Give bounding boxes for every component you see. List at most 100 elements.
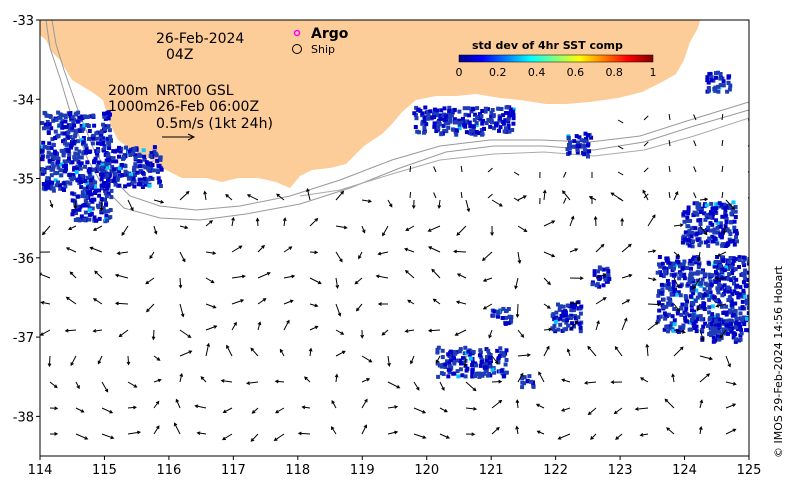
sst-cell	[733, 215, 738, 219]
sst-cell	[75, 178, 80, 183]
current-arrow	[595, 273, 607, 279]
sst-cell	[744, 298, 749, 303]
sst-cell	[92, 123, 97, 128]
sst-cell	[551, 312, 556, 317]
sst-cell	[101, 205, 106, 210]
sst-cell	[731, 256, 736, 261]
current-arrow	[335, 225, 348, 230]
current-arrow	[64, 328, 77, 333]
sst-cell	[442, 128, 447, 133]
sst-cell	[506, 126, 511, 131]
sst-cell	[668, 265, 672, 270]
sst-cell	[443, 362, 448, 367]
sst-cell	[113, 182, 118, 187]
sst-cell	[689, 327, 694, 332]
sst-cell	[470, 367, 475, 372]
current-arrow	[562, 190, 571, 201]
scale-arrow-head	[187, 133, 196, 141]
current-arrow	[643, 115, 649, 121]
sst-cell	[94, 218, 99, 223]
sst-cell	[734, 277, 739, 282]
sst-cell	[488, 353, 493, 357]
sst-cell	[496, 314, 500, 319]
sst-cell	[137, 164, 142, 169]
current-arrow	[335, 277, 340, 289]
sst-cell	[604, 279, 609, 284]
current-arrow	[614, 346, 623, 357]
sst-cell	[84, 146, 89, 151]
sst-cell	[668, 299, 673, 304]
sst-cell	[83, 143, 88, 148]
sst-cell	[462, 106, 467, 111]
sst-cell	[693, 325, 698, 330]
sst-cell	[556, 327, 561, 332]
sst-cell	[700, 327, 705, 332]
current-arrow	[205, 303, 217, 309]
sst-cell	[724, 205, 729, 210]
current-arrow	[179, 303, 185, 318]
sst-cell	[43, 111, 48, 116]
sst-cell	[681, 325, 686, 330]
current-arrow	[647, 249, 657, 253]
current-arrow	[282, 217, 287, 227]
sst-cell	[95, 164, 100, 169]
sst-cell	[662, 311, 667, 316]
sst-cell	[80, 128, 85, 133]
sst-cell	[426, 110, 431, 114]
sst-cell	[715, 221, 720, 225]
sst-cell	[490, 120, 494, 125]
sst-cell	[720, 266, 725, 271]
sst-cell	[448, 119, 453, 124]
current-arrow	[101, 407, 114, 414]
sst-cell	[96, 161, 101, 166]
sst-cell	[724, 304, 729, 309]
sst-cell	[690, 277, 695, 282]
sst-cell	[72, 155, 77, 160]
sst-cell	[104, 194, 109, 199]
sst-cell	[657, 262, 661, 267]
current-arrow	[668, 114, 671, 121]
current-arrow	[335, 303, 342, 317]
sst-cell	[492, 370, 497, 375]
sst-cell	[40, 171, 45, 176]
current-arrow	[40, 251, 51, 254]
sst-cell	[737, 322, 742, 327]
sst-cell	[715, 225, 720, 230]
sst-cell	[710, 234, 715, 239]
sst-cell	[146, 167, 151, 172]
sst-cell	[603, 277, 608, 282]
sst-cell	[484, 358, 489, 363]
current-arrow	[40, 329, 51, 336]
current-arrow	[306, 187, 311, 201]
sst-cell	[713, 298, 718, 303]
sst-cell	[502, 129, 507, 134]
current-arrow	[246, 194, 259, 201]
current-arrow	[617, 171, 624, 176]
sst-cell	[80, 174, 85, 178]
sst-cell	[740, 299, 745, 304]
sst-cell	[484, 369, 489, 374]
sst-cell	[496, 356, 501, 361]
sst-cell	[73, 151, 78, 156]
sst-cell	[578, 311, 583, 316]
sst-cell	[70, 191, 75, 196]
sst-cell	[113, 179, 118, 184]
current-vectors	[40, 114, 749, 442]
sst-cell	[664, 304, 669, 309]
sst-cell	[503, 111, 508, 115]
sst-cell	[68, 135, 73, 139]
sst-cell	[439, 371, 444, 376]
current-arrow	[716, 251, 727, 257]
sst-cell	[728, 232, 733, 237]
sst-cell	[97, 167, 102, 172]
sst-cell	[40, 167, 44, 172]
sst-cell	[451, 371, 456, 376]
sst-cell	[721, 83, 726, 88]
sst-cell	[77, 128, 82, 133]
sst-cell	[714, 323, 718, 328]
current-arrow	[387, 405, 399, 409]
sst-cell	[87, 212, 92, 217]
sst-cell	[680, 302, 685, 307]
sst-cell	[445, 359, 449, 364]
current-arrow	[225, 193, 233, 201]
